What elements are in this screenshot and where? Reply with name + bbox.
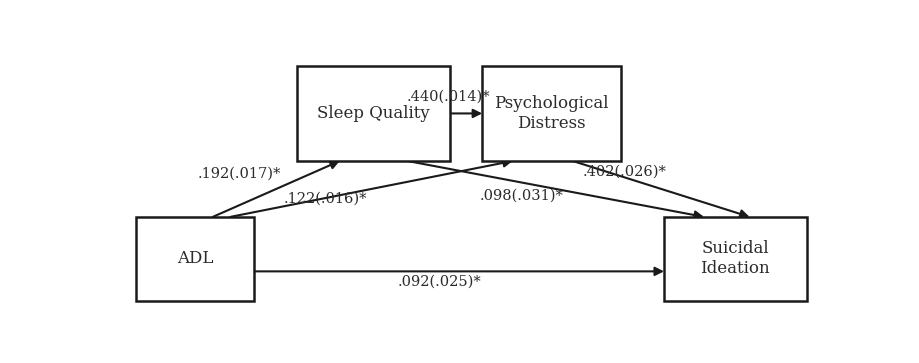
Bar xyxy=(664,217,806,301)
Text: .440(.014)*: .440(.014)* xyxy=(406,90,490,104)
Text: Suicidal
Ideation: Suicidal Ideation xyxy=(699,240,769,277)
Bar xyxy=(482,66,620,161)
Text: ADL: ADL xyxy=(176,250,213,267)
Bar xyxy=(297,66,449,161)
Text: .098(.031)*: .098(.031)* xyxy=(479,189,562,203)
Text: Sleep Quality: Sleep Quality xyxy=(317,105,429,122)
Text: .122(.016)*: .122(.016)* xyxy=(283,192,367,206)
Bar xyxy=(136,217,254,301)
Text: .402(.026)*: .402(.026)* xyxy=(583,165,666,179)
Text: Psychological
Distress: Psychological Distress xyxy=(494,95,608,132)
Text: .092(.025)*: .092(.025)* xyxy=(397,275,481,289)
Text: .192(.017)*: .192(.017)* xyxy=(198,167,281,180)
